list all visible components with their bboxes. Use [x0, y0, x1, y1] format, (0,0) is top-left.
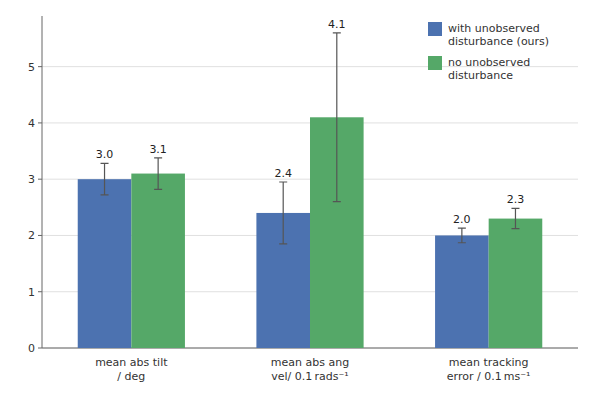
data-label: 3.0: [96, 148, 114, 161]
category-label: mean trackingerror / 0.1 ms⁻¹: [447, 356, 531, 383]
text-line: disturbance: [448, 69, 513, 82]
data-label: 3.1: [149, 143, 167, 156]
error-bar: [511, 208, 519, 228]
text-line: mean abs tilt: [95, 356, 168, 369]
bar: [78, 179, 132, 348]
legend-swatch: [428, 22, 442, 36]
text-line: with unobserved: [448, 22, 540, 35]
error-bar: [333, 33, 341, 202]
text-line: error / 0.1 ms⁻¹: [447, 370, 531, 383]
category-label: mean abs angvel/ 0.1 rads⁻¹: [271, 356, 349, 383]
tick-mark: [38, 66, 42, 67]
text-line: / deg: [117, 370, 145, 383]
text-line: mean abs ang: [271, 356, 349, 369]
tick-label: 3: [28, 173, 35, 186]
error-bar: [279, 182, 287, 244]
error-bar: [101, 163, 109, 195]
data-label: 2.4: [274, 167, 292, 180]
error-bar: [154, 158, 162, 190]
legend: with unobserveddisturbance (ours) no unob…: [428, 22, 549, 82]
bar: [131, 174, 185, 348]
tick-label: 4: [28, 117, 35, 130]
marks: [78, 33, 543, 348]
category-label: mean abs tilt/ deg: [95, 356, 168, 383]
tick-mark: [38, 235, 42, 236]
grid: [42, 67, 578, 348]
text-line: mean tracking: [449, 356, 529, 369]
tick-label: 2: [28, 229, 35, 242]
legend-label: no unobserveddisturbance: [448, 56, 530, 82]
tick-mark: [38, 179, 42, 180]
legend-label: with unobserveddisturbance (ours): [448, 22, 549, 48]
data-label: 4.1: [328, 18, 346, 31]
text-line: disturbance (ours): [448, 35, 549, 48]
data-label: 2.3: [507, 193, 525, 206]
tick-mark: [38, 348, 42, 349]
data-label: 2.0: [453, 213, 471, 226]
bar: [435, 235, 489, 348]
tick-label: 0: [28, 342, 35, 355]
chart: 0 1 2 3 4 5 3.0 2.4 2.0 3.1 4.1 2.3 mean abs tilt/ d…: [0, 0, 592, 412]
tick-label: 5: [28, 61, 35, 74]
legend-swatch: [428, 56, 442, 70]
bar: [489, 219, 543, 348]
tick-mark: [38, 122, 42, 123]
text-line: vel/ 0.1 rads⁻¹: [271, 370, 348, 383]
tick-label: 1: [28, 286, 35, 299]
text-line: no unobserved: [448, 56, 530, 69]
y-axis-line: [42, 16, 43, 348]
data-labels: 3.0 2.4 2.0 3.1 4.1 2.3: [96, 18, 524, 226]
error-bar: [458, 228, 466, 243]
tick-mark: [38, 291, 42, 292]
